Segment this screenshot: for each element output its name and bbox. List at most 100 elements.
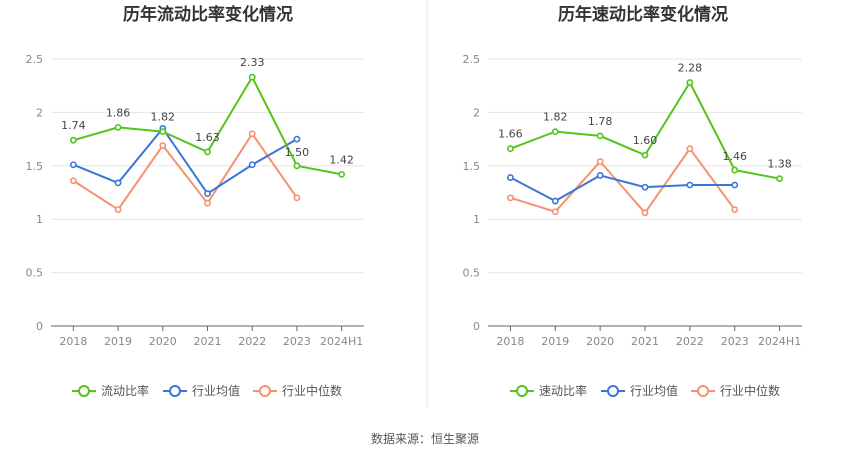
y-tick-label: 2 <box>36 106 43 119</box>
data-point[interactable] <box>776 175 783 183</box>
y-tick-label: 1.5 <box>463 160 481 173</box>
data-label: 1.82 <box>151 111 176 124</box>
data-point[interactable] <box>293 162 301 170</box>
data-label: 1.60 <box>633 134 658 147</box>
data-point[interactable] <box>69 136 77 144</box>
chart-title: 历年速动比率变化情况 <box>558 4 728 25</box>
series-1 <box>507 172 739 205</box>
series-2 <box>507 145 739 217</box>
data-point[interactable] <box>159 128 167 136</box>
data-point[interactable] <box>204 148 211 156</box>
data-point[interactable] <box>114 206 122 213</box>
data-point[interactable] <box>551 208 559 216</box>
data-label: 1.82 <box>543 111 568 124</box>
data-point[interactable] <box>338 170 346 178</box>
data-point[interactable] <box>248 73 256 81</box>
legend-item[interactable]: 行业均值 <box>163 383 240 398</box>
data-point[interactable] <box>686 79 694 86</box>
legend-item[interactable]: 流动比率 <box>72 383 149 398</box>
data-point[interactable] <box>69 161 77 169</box>
x-tick-label: 2018 <box>496 335 524 348</box>
data-label: 1.74 <box>61 119 86 132</box>
data-point[interactable] <box>204 190 211 197</box>
data-point[interactable] <box>507 174 514 181</box>
series-0: 1.74 1.86 1.82 1.63 2.33 1.50 1.42 <box>61 56 354 178</box>
legend-marker <box>697 385 709 397</box>
data-point[interactable] <box>248 130 256 138</box>
data-label: 1.63 <box>195 131 220 144</box>
data-point[interactable] <box>731 206 739 213</box>
x-tick-label: 2019 <box>104 335 132 348</box>
data-point[interactable] <box>507 145 514 153</box>
x-tick-label: 2021 <box>194 335 222 348</box>
data-point[interactable] <box>159 142 167 149</box>
data-point[interactable] <box>596 132 604 140</box>
quick-ratio-chart: 历年速动比率变化情况 0 0.5 1 1.5 2 2.5 2018 2019 2020 2021 20… <box>463 4 802 398</box>
current-ratio-chart: 历年流动比率变化情况 0 0.5 1 1.5 2 2.5 2018 2019 2020 2021 20… <box>26 4 364 398</box>
series-1 <box>69 125 301 197</box>
legend-marker <box>78 385 90 397</box>
data-label: 1.66 <box>498 128 523 141</box>
data-point[interactable] <box>641 209 649 217</box>
data-point[interactable] <box>293 194 301 202</box>
legend-item[interactable]: 速动比率 <box>510 383 587 398</box>
x-tick-label: 2021 <box>631 335 659 348</box>
x-tick-label: 2023 <box>721 335 749 348</box>
legend-marker <box>169 385 181 397</box>
series-line <box>510 81 780 180</box>
x-tick-label: 2022 <box>676 335 704 348</box>
x-tick-label: 2019 <box>541 335 569 348</box>
data-point[interactable] <box>596 158 604 165</box>
series-line <box>72 127 298 195</box>
data-point[interactable] <box>686 181 694 189</box>
data-point[interactable] <box>114 179 122 187</box>
x-tick-label: 2020 <box>586 335 614 348</box>
series-line <box>73 76 342 176</box>
y-tick-label: 2.5 <box>463 53 481 66</box>
y-tick-label: 1 <box>473 213 480 226</box>
y-tick-label: 2 <box>473 106 480 119</box>
y-tick-label: 1 <box>36 213 43 226</box>
data-point[interactable] <box>731 181 739 189</box>
legend-marker <box>607 385 619 397</box>
data-point[interactable] <box>596 172 604 179</box>
data-label: 1.46 <box>722 150 747 163</box>
y-tick-label: 0.5 <box>463 267 481 280</box>
data-point[interactable] <box>69 177 77 185</box>
legend-item[interactable]: 行业中位数 <box>691 383 780 398</box>
legend-item[interactable]: 行业中位数 <box>253 383 342 398</box>
data-label: 1.42 <box>329 153 354 166</box>
legend-label: 行业均值 <box>192 383 240 398</box>
y-tick-label: 1.5 <box>26 160 44 173</box>
data-point[interactable] <box>551 128 559 136</box>
data-point[interactable] <box>686 145 694 153</box>
series-2 <box>69 130 301 213</box>
legend-marker <box>259 385 271 397</box>
y-tick-label: 0 <box>473 320 480 333</box>
x-tick-label: 2018 <box>59 335 87 348</box>
data-point[interactable] <box>248 161 256 169</box>
data-point[interactable] <box>507 194 514 202</box>
data-label: 1.38 <box>767 158 792 171</box>
data-point[interactable] <box>551 197 559 205</box>
data-point[interactable] <box>641 151 649 159</box>
legend-label: 行业中位数 <box>282 383 342 398</box>
data-point[interactable] <box>641 183 649 191</box>
x-tick-label: 2024H1 <box>320 335 363 348</box>
legend-label: 流动比率 <box>101 383 149 398</box>
legend-marker <box>516 385 528 397</box>
legend-label: 行业均值 <box>630 383 678 398</box>
series-line <box>72 132 298 211</box>
data-label: 1.50 <box>285 146 310 159</box>
series-line <box>510 147 736 214</box>
data-point[interactable] <box>114 123 122 131</box>
data-point[interactable] <box>204 199 211 207</box>
x-tick-label: 2020 <box>149 335 177 348</box>
y-tick-label: 0 <box>36 320 43 333</box>
data-point[interactable] <box>731 166 739 174</box>
legend-item[interactable]: 行业均值 <box>601 383 678 398</box>
data-point[interactable] <box>293 135 301 143</box>
data-label: 2.28 <box>678 61 703 74</box>
legend-label: 速动比率 <box>539 383 587 398</box>
